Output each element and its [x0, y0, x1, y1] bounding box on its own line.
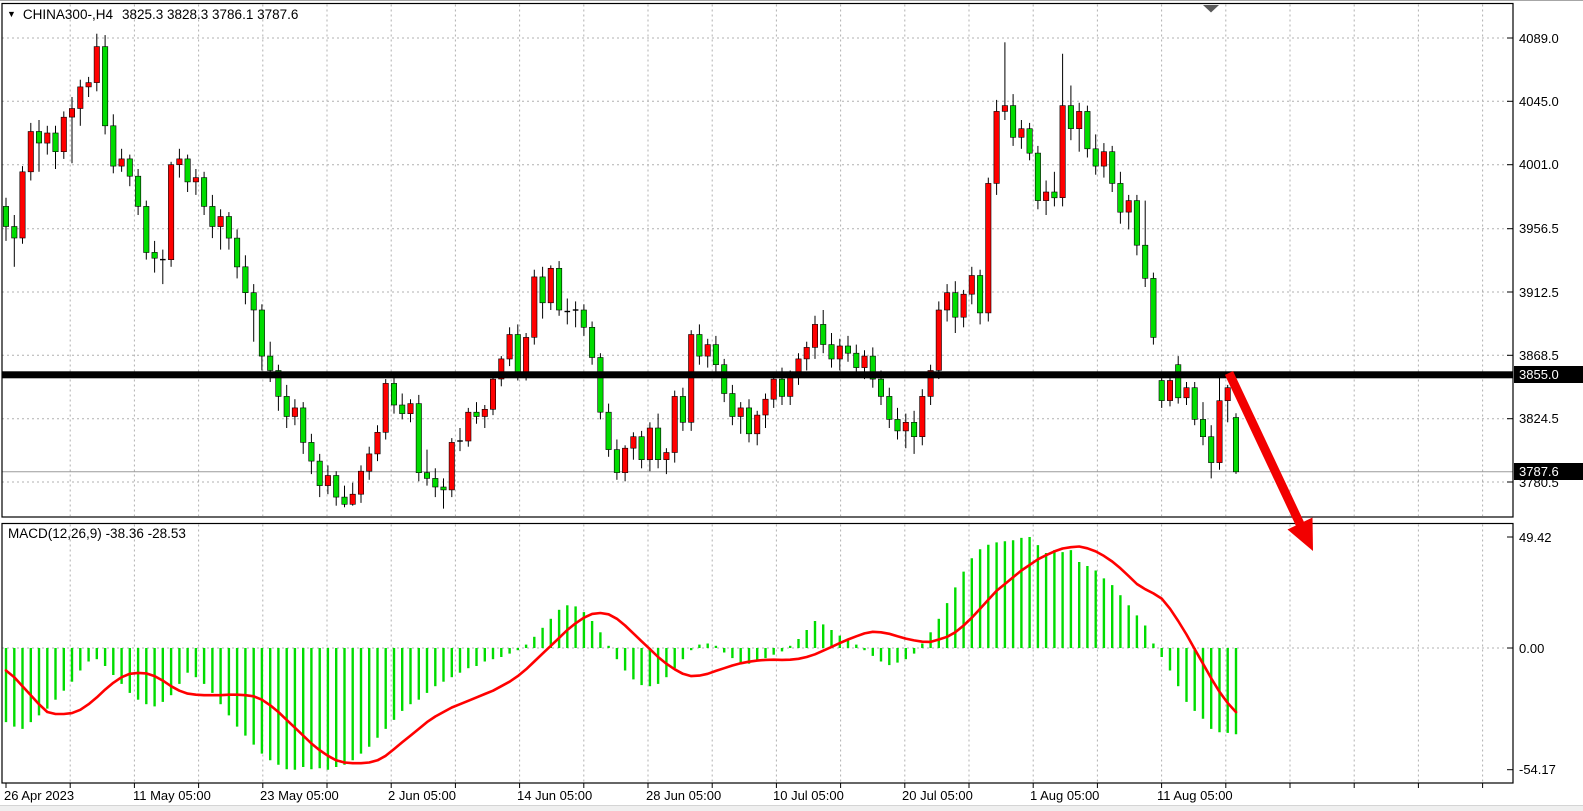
price-axis[interactable] [1513, 4, 1583, 783]
ohlc-values: 3825.3 3828.3 3786.1 3787.6 [121, 7, 299, 22]
trend-arrow-shaft [1224, 371, 1305, 526]
date-axis-label: 11 May 05:00 [133, 788, 211, 803]
symbol-dropdown-icon: ▼ [7, 9, 16, 19]
date-axis-label: 2 Jun 05:00 [388, 788, 456, 803]
macd-values: -38.36 -28.53 [105, 526, 186, 541]
date-axis-label: 23 May 05:00 [260, 788, 339, 803]
price-axis-label: 3824.5 [1519, 411, 1559, 427]
panel-separator[interactable] [0, 517, 1513, 524]
symbol-timeframe-label: CHINA300-,H4 [22, 7, 113, 22]
price-axis-label: 3956.5 [1519, 221, 1559, 237]
price-axis-label: 4045.0 [1519, 93, 1559, 109]
current-price-badge: 3787.6 [1514, 463, 1583, 481]
symbol-info-bar: ▼ CHINA300-,H4 3825.3 3828.3 3786.1 3787… [7, 7, 298, 22]
macd-name: MACD(12,26,9) [8, 526, 102, 541]
price-axis-label: 4001.0 [1519, 157, 1559, 173]
level-price-badge: 3855.0 [1514, 366, 1583, 384]
macd-axis-label: 49.42 [1519, 529, 1552, 545]
main-chart-panel[interactable] [2, 4, 1513, 517]
date-axis-label: 14 Jun 05:00 [517, 788, 593, 803]
autoscroll-marker-icon [1203, 5, 1219, 13]
date-axis-label: 1 Aug 05:00 [1030, 788, 1100, 803]
date-axis-label: 10 Jul 05:00 [773, 788, 844, 803]
macd-indicator-label: MACD(12,26,9) -38.36 -28.53 [8, 526, 186, 541]
time-axis[interactable] [0, 783, 1513, 805]
macd-axis-label: 0.00 [1519, 640, 1545, 656]
price-axis-label: 3912.5 [1519, 284, 1559, 300]
price-axis-label: 4089.0 [1519, 30, 1559, 46]
date-axis-label: 20 Jul 05:00 [902, 788, 973, 803]
status-strip [0, 805, 1583, 811]
date-axis-label: 28 Jun 05:00 [646, 788, 722, 803]
price-axis-label: 3868.5 [1519, 347, 1559, 363]
date-axis-label: 26 Apr 2023 [4, 788, 75, 803]
macd-axis-label: -54.17 [1519, 762, 1556, 778]
date-axis-label: 11 Aug 05:00 [1157, 788, 1233, 803]
trend-arrow-head [1287, 517, 1313, 551]
macd-panel[interactable] [2, 524, 1513, 783]
